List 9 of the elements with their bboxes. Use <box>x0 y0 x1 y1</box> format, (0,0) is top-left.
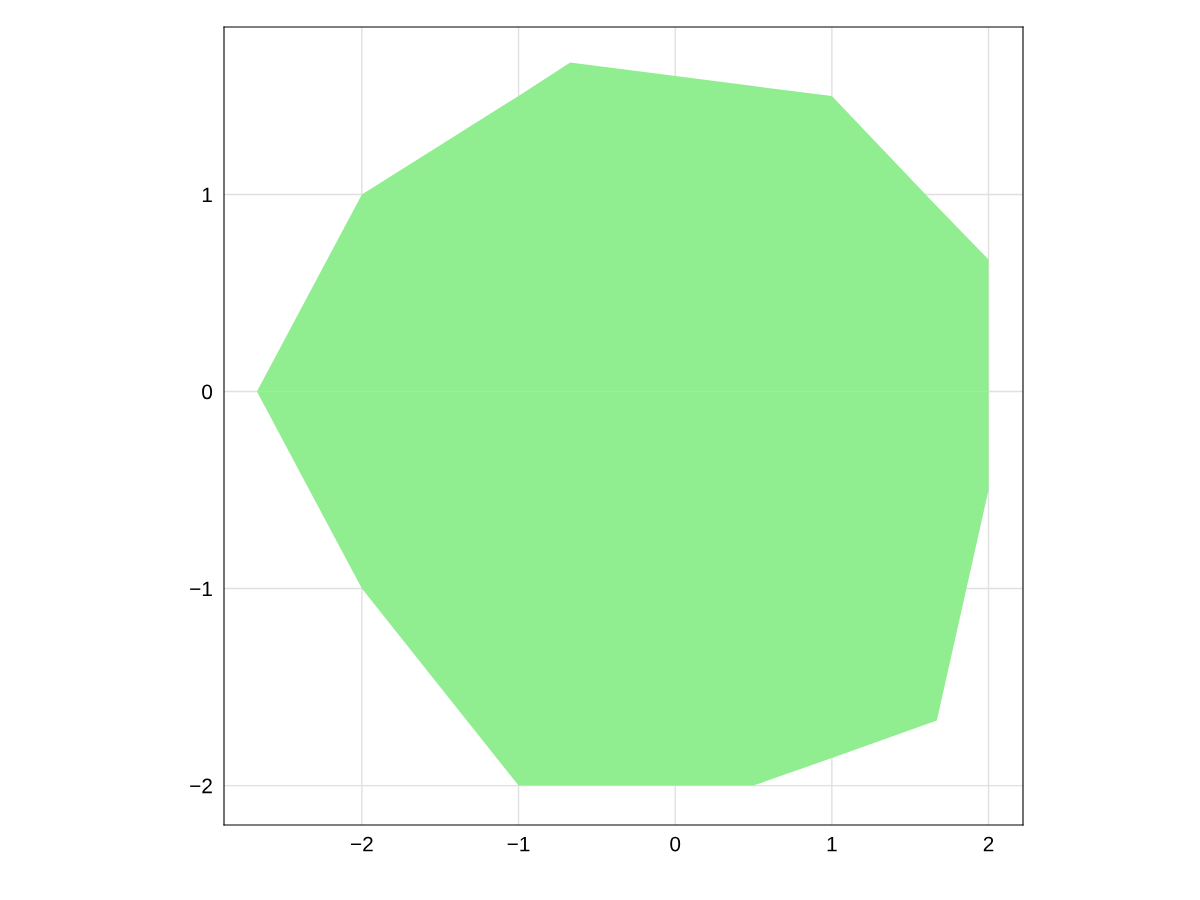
x-tick-label: 1 <box>827 836 837 852</box>
y-tick-label: −1 <box>190 581 212 597</box>
x-tick-label: 0 <box>670 836 681 852</box>
x-tick-label: −2 <box>351 836 373 852</box>
x-tick-label: 2 <box>983 836 994 852</box>
y-tick-label: −2 <box>190 778 212 794</box>
x-tick-label: −1 <box>507 836 530 852</box>
y-tick-label: 1 <box>202 187 212 203</box>
y-tick-label: 0 <box>202 384 213 400</box>
